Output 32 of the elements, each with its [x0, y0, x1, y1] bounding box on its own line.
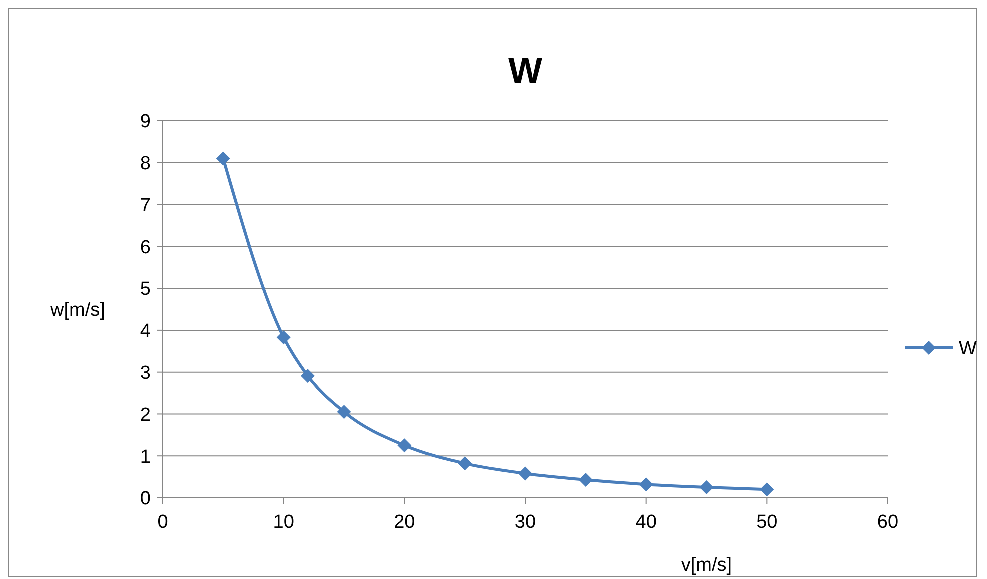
y-axis-title: w[m/s]: [50, 300, 106, 322]
point: [518, 466, 532, 481]
point: [760, 482, 774, 497]
y-tick-label: 2: [140, 404, 151, 426]
legend-label: W: [959, 338, 977, 360]
x-tick-label: 40: [636, 512, 657, 533]
point: [578, 472, 593, 487]
x-axis-title: v[m/s]: [681, 555, 732, 576]
y-tick-label: 7: [140, 195, 151, 216]
y-tick-label: 6: [140, 237, 151, 258]
point: [458, 456, 472, 471]
point: [276, 330, 291, 345]
x-tick-label: 30: [514, 512, 536, 533]
y-tick-label: 5: [140, 279, 151, 300]
x-tick-label: 10: [273, 512, 294, 533]
x-tick-label: 0: [158, 512, 168, 533]
point: [301, 369, 315, 384]
point: [398, 438, 412, 453]
y-tick-label: 0: [140, 488, 151, 510]
point: [337, 405, 352, 420]
point: [639, 478, 654, 492]
y-tick-label: 8: [140, 154, 151, 175]
point: [216, 152, 230, 166]
x-tick-label: 60: [877, 512, 899, 533]
y-tick-label: 9: [140, 112, 151, 133]
y-tick-label: 4: [140, 321, 152, 342]
x-tick-label: 50: [756, 512, 778, 533]
y-tick-label: 3: [140, 362, 151, 384]
point: [700, 480, 714, 495]
chart-title: W: [508, 50, 543, 91]
x-tick-label: 20: [394, 512, 416, 533]
y-tick-label: 1: [140, 446, 151, 468]
